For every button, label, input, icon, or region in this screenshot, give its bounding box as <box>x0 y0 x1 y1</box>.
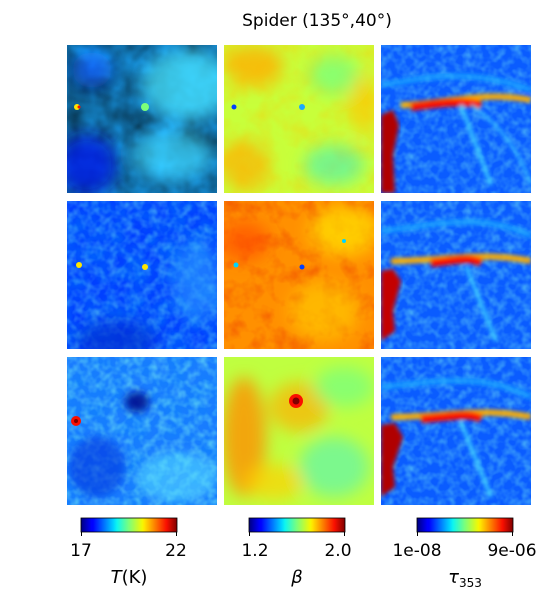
panel-tau-row3 <box>381 357 531 505</box>
colorbar-tau: 1e-08 9e-06 τ353 <box>392 517 537 590</box>
colorbar-beta-label: β <box>290 567 303 588</box>
colorbar-T-tick-min: 17 <box>70 541 92 561</box>
panel-beta-row1 <box>224 45 374 193</box>
colorbar-tau-label: τ353 <box>448 567 482 590</box>
colorbar-tau-tick-max: 9e-06 <box>487 541 536 561</box>
figure-title: Spider (135°,40°) <box>242 11 392 31</box>
panel-tau-row1 <box>381 45 531 193</box>
colorbar-T-label: T(K) <box>111 567 148 588</box>
panel-beta-row3 <box>224 357 374 505</box>
panel-T-row3 <box>67 357 217 505</box>
colorbar-beta-tick-max: 2.0 <box>324 541 351 561</box>
panel-tau-row2 <box>381 201 531 349</box>
colorbar-T-tick-max: 22 <box>165 541 187 561</box>
panel-T-row1 <box>67 45 217 193</box>
colorbar-T: 17 22 T(K) <box>70 517 187 588</box>
colorbar-tau-tick-min: 1e-08 <box>392 541 441 561</box>
colorbar-beta: 1.2 2.0 β <box>241 517 352 588</box>
colorbar-beta-tick-min: 1.2 <box>241 541 268 561</box>
panel-T-row2 <box>67 201 217 349</box>
panel-beta-row2 <box>224 201 374 349</box>
